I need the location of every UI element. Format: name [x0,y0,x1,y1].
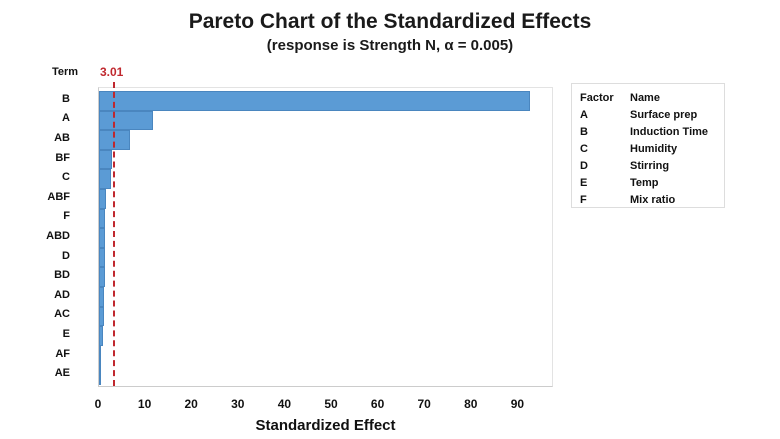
bar-a [99,110,154,131]
y-tick-label: F [63,210,70,223]
y-tick-label: AF [55,347,70,360]
reference-line-label: 3.01 [100,65,124,79]
legend-row: E Temp [580,175,716,192]
y-tick-label: C [62,171,70,184]
x-tick-label: 60 [370,397,385,411]
x-tick-label: 70 [417,397,431,411]
y-tick-label: AC [54,308,70,321]
y-tick-label: ABD [46,230,70,242]
legend-name: Mix ratio [630,194,676,206]
legend-factor: D [580,160,588,172]
legend-row: B Induction Time [580,124,716,141]
bar-bf [99,149,113,170]
legend-row: F Mix ratio [580,192,716,209]
bar-ad [99,287,104,307]
y-tick-label: ABF [47,190,70,203]
y-tick-label: D [62,249,70,262]
x-tick-label: 30 [231,397,245,411]
y-tick-label: AB [54,132,70,144]
legend-factor: A [580,109,588,121]
legend-name: Humidity [630,143,678,155]
chart-title: Pareto Chart of the Standardized Effects [188,10,592,33]
y-tick-label: E [62,328,70,340]
bar-ae [99,365,101,385]
legend-factor: B [580,126,588,138]
y-tick-label: B [62,92,70,105]
x-tick-label: 0 [94,397,102,411]
x-tick-label: 20 [184,397,198,411]
legend-row: A Surface prep [580,107,716,124]
legend-factor: F [580,194,587,206]
bar-abf [99,189,107,209]
y-tick-label: BF [55,151,70,164]
x-tick-label: 40 [277,397,292,411]
bar-d [99,247,105,268]
bar-f [99,208,106,229]
reference-line [113,82,116,386]
legend-header-name: Name [630,92,660,104]
legend-name: Induction Time [630,126,709,138]
legend-row: C Humidity [580,141,716,158]
bar-c [99,169,112,189]
bar-ac [99,306,104,327]
x-tick-label: 10 [137,397,152,411]
bar-e [99,326,104,346]
y-tick-label: AE [54,367,70,380]
y-tick-label: BD [54,269,70,282]
legend-name: Temp [630,177,659,189]
legend-header-factor: Factor [580,92,614,104]
x-axis-label: Standardized Effect [255,417,396,434]
legend-name: Surface prep [630,109,698,121]
x-tick-label: 90 [510,397,525,411]
bar-b [99,91,531,111]
legend-name: Stirring [630,160,670,172]
factor-legend: Factor Name A Surface prep B Induction Time… [571,83,725,208]
y-tick-label: AD [54,288,70,301]
legend-factor: C [580,143,588,155]
bar-abd [99,228,105,248]
plot-area [98,82,553,387]
y-tick-label: A [62,112,70,125]
legend-header: Factor Name [580,90,716,107]
y-axis-label: Term [52,66,79,78]
x-tick-label: 80 [464,397,478,411]
x-tick-label: 50 [324,397,338,411]
bar-af [99,345,102,366]
bar-bd [99,267,105,287]
legend-row: D Stirring [580,158,716,175]
chart-subtitle: (response is Strength N, α = 0.005) [266,37,514,54]
legend-factor: E [580,177,588,189]
